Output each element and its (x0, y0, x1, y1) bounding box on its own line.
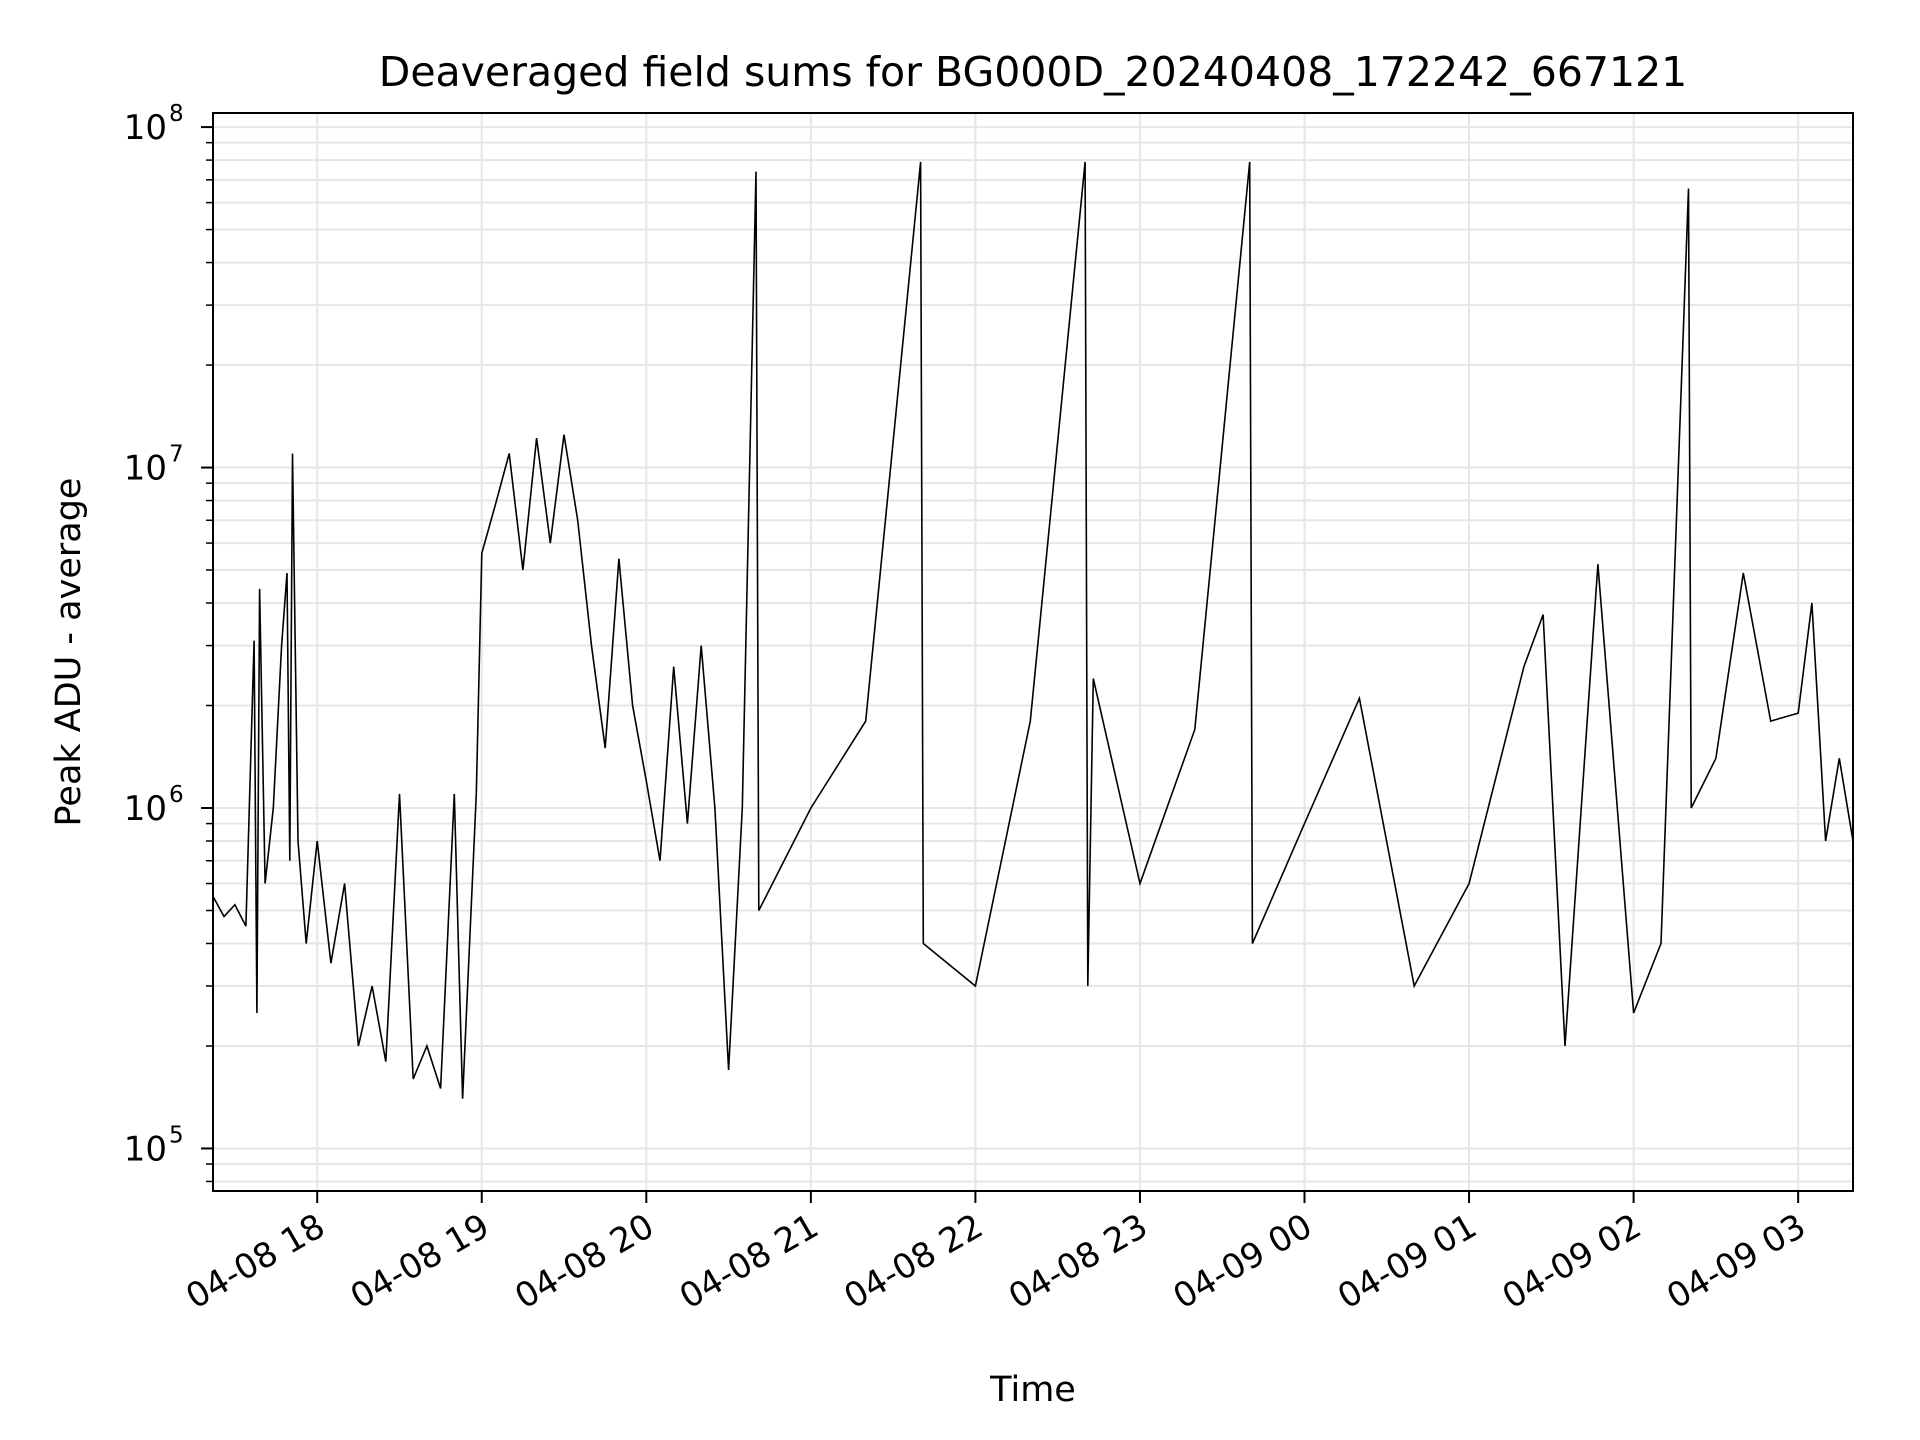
y-tick-exponent-2: 7 (169, 442, 184, 468)
y-tick-exponent-1: 6 (169, 782, 184, 808)
y-tick-exponent-0: 5 (169, 1122, 184, 1148)
y-tick-label-0: 10 (124, 1129, 167, 1169)
y-tick-label-1: 10 (124, 789, 167, 829)
y-tick-label-3: 10 (124, 108, 167, 148)
series-group (212, 161, 1854, 1099)
plot-area (213, 113, 1853, 1191)
x-axis-label: Time (989, 1370, 1076, 1410)
series-line-0 (212, 161, 1854, 1099)
y-axis-label: Peak ADU - average (49, 478, 89, 827)
plot-frame (212, 112, 1854, 1192)
chart-title: Deaveraged field sums for BG000D_2024040… (379, 48, 1688, 96)
y-tick-exponent-3: 8 (169, 101, 184, 127)
y-tick-label-2: 10 (124, 449, 167, 489)
